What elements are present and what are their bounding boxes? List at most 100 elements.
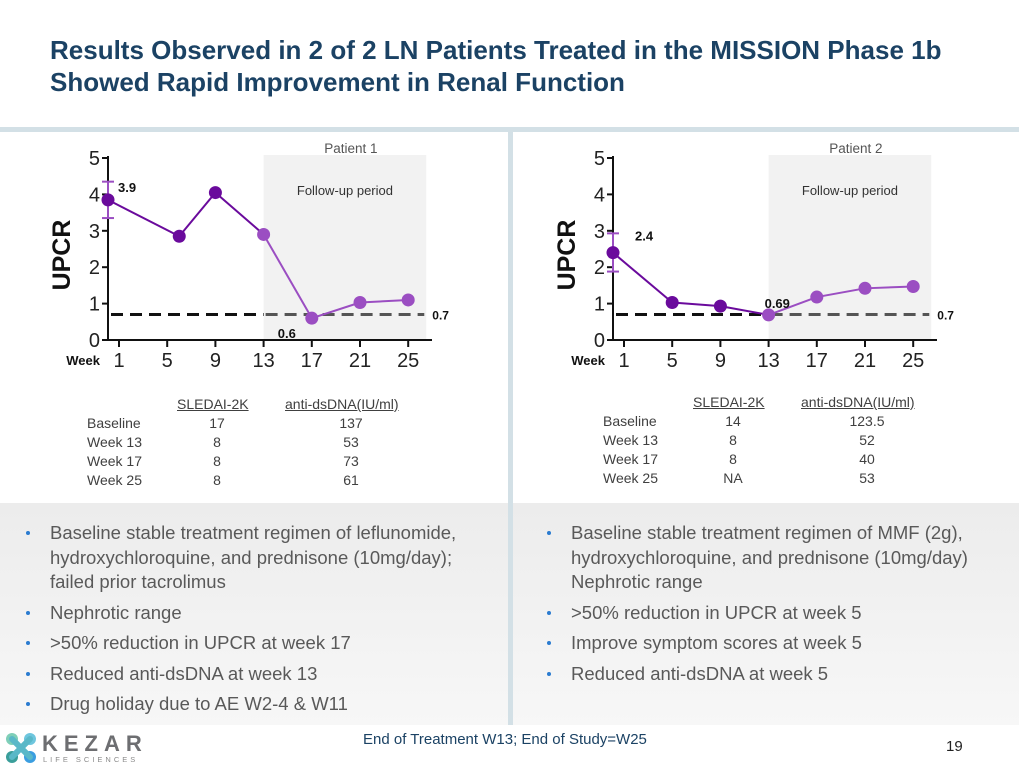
bullet-icon [547,641,551,645]
series-segment [214,191,265,236]
x-tick-label: 9 [210,350,221,372]
bullet-icon [547,610,551,615]
slide-title: Results Observed in 2 of 2 LN Patients T… [50,35,942,97]
table-header-sledai: SLEDAI-2K [177,396,249,412]
series-segment [178,191,217,237]
page-number: 19 [946,738,963,755]
data-label: 2.4 [635,229,654,244]
patient-1-bullets: Baseline stable treatment regimen of lef… [26,521,496,723]
data-label: 0.69 [765,296,790,311]
series-segment [311,301,361,320]
patient-2-bullet-panel [513,503,1019,725]
x-tick-label: 17 [301,350,323,372]
bullet-icon [26,610,30,615]
data-point [858,281,872,295]
data-point [606,246,620,260]
table-header-dsdna: anti-dsDNA(IU/ml) [801,394,915,410]
patient-2-upcr-chart: Follow-up period Patient 2 0.7 0 1 2 3 4 5 UPCR 1 5… [545,136,975,376]
list-item: Baseline stable treatment regimen of MMF… [547,521,1017,595]
data-point [172,229,186,243]
data-point [713,299,727,313]
footer-note: End of Treatment W13; End of Study=W25 [363,731,647,748]
y-tick-label: 4 [594,184,605,206]
y-tick-label: 3 [89,221,100,243]
data-point [810,290,824,304]
list-item: >50% reduction in UPCR at week 5 [547,601,1017,626]
table-header-sledai: SLEDAI-2K [693,394,765,410]
y-tick-label: 1 [89,294,100,316]
data-point [257,227,271,241]
x-tick-label: 1 [618,350,629,372]
y-axis-label: UPCR [553,220,581,291]
x-tick-label: 1 [113,350,124,372]
data-point [401,293,415,307]
column-divider [508,131,513,725]
bullet-icon [26,702,30,706]
series-segment [262,233,313,319]
logo-tagline: LIFE SCIENCES [43,755,139,764]
list-item: Drug holiday due to AE W2-4 & W11 [26,692,496,717]
data-point [101,193,115,207]
series-segment [359,298,409,304]
y-tick-label: 1 [594,294,605,316]
series-segment [612,251,673,304]
data-point [353,296,367,310]
bullet-icon [26,641,30,645]
kezar-logo: KEZAR LIFE SCIENCES [4,731,154,765]
data-point [665,296,679,310]
followup-label: Follow-up period [802,183,898,198]
patient-1-upcr-chart: Follow-up period Patient 1 0.7 0 1 2 3 4 5 UPCR 1 5… [40,136,470,376]
x-tick-label: 5 [667,350,678,372]
list-item: Improve symptom scores at week 5 [547,631,1017,656]
data-point [762,308,776,322]
header-divider [0,127,1019,132]
x-tick-label: 25 [397,350,419,372]
data-label: 0.6 [278,326,296,341]
y-tick-label: 4 [89,184,100,206]
data-label: 3.9 [118,180,136,195]
y-tick-label: 2 [89,257,100,279]
followup-region [768,155,932,340]
followup-region [263,155,427,340]
logo-wordmark: KEZAR [42,731,148,756]
list-item: Nephrotic range [26,601,496,626]
data-point [305,311,319,325]
y-axis-label: UPCR [48,220,76,291]
table-header-dsdna: anti-dsDNA(IU/ml) [285,396,399,412]
series-segment [816,287,866,299]
x-tick-label: 25 [902,350,924,372]
chart-title: Patient 2 [829,141,882,156]
threshold-label: 0.7 [432,309,449,323]
list-item: Baseline stable treatment regimen of lef… [26,521,496,595]
series-segment [864,285,914,290]
x-tick-label: 17 [806,350,828,372]
chart-title: Patient 1 [324,141,377,156]
x-axis-label: Week [571,353,605,368]
y-tick-label: 0 [89,330,100,352]
data-point [208,186,222,200]
x-axis-label: Week [66,353,100,368]
bullet-icon [26,671,30,676]
series-segment [720,305,769,316]
bullet-icon [547,531,551,535]
followup-label: Follow-up period [297,183,393,198]
x-tick-label: 13 [757,350,779,372]
patient-1-bullet-panel [0,503,508,725]
y-tick-label: 5 [89,148,100,170]
series-segment [768,296,818,316]
y-tick-label: 0 [594,330,605,352]
bullet-icon [547,671,551,676]
threshold-label: 0.7 [937,309,954,323]
x-tick-label: 21 [854,350,876,372]
list-item: Reduced anti-dsDNA at week 5 [547,662,1017,687]
series-segment [107,198,180,238]
x-tick-label: 9 [715,350,726,372]
kezar-logo-icon [6,733,36,763]
bullet-icon [26,531,30,535]
series-segment [672,301,721,308]
patient-2-bullets: Baseline stable treatment regimen of MMF… [547,521,1017,692]
y-tick-label: 2 [594,257,605,279]
list-item: Reduced anti-dsDNA at week 13 [26,662,496,687]
y-tick-label: 5 [594,148,605,170]
x-tick-label: 21 [349,350,371,372]
